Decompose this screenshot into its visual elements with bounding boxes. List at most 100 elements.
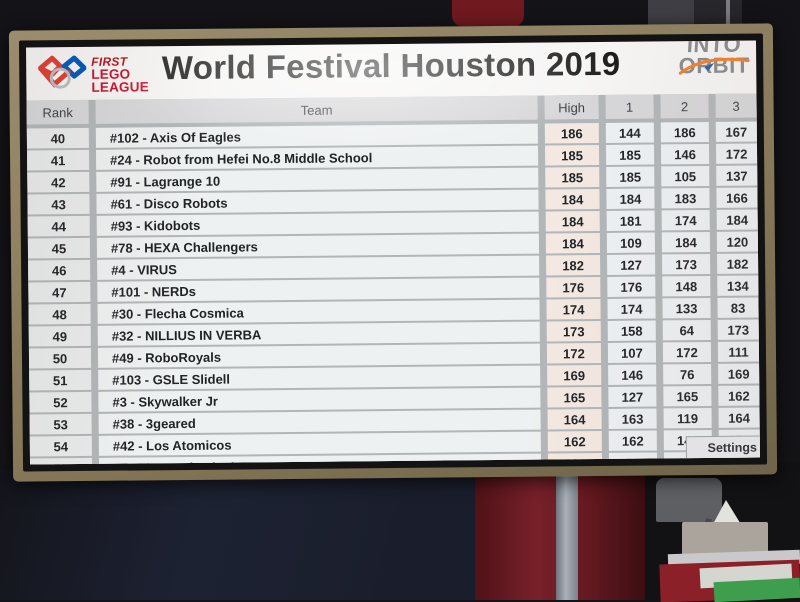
column-header-team: Team <box>95 95 538 124</box>
score-3-cell: 83 <box>717 297 759 318</box>
score-1-cell: 70 <box>608 452 658 465</box>
score-2-cell: 105 <box>661 165 710 187</box>
score-1-cell: 174 <box>607 298 656 319</box>
high-score-cell: 174 <box>546 299 601 320</box>
rank-cell: 53 <box>29 413 92 435</box>
team-cell: #32 - NILLIUS IN VERBA <box>97 321 540 346</box>
team-cell: #103 - GSLE Slidell <box>98 365 541 390</box>
rank-cell: 41 <box>27 149 90 171</box>
orbit-label: ORBIT <box>678 52 750 79</box>
score-1-cell: 146 <box>608 364 657 385</box>
team-cell: #49 - RoboRoyals <box>97 343 541 368</box>
high-score-cell: 184 <box>545 211 600 232</box>
rank-cell: 50 <box>28 347 92 369</box>
team-cell: #4 - VIRUS <box>97 255 540 280</box>
score-2-cell: 184 <box>661 231 711 253</box>
column-header-1: 1 <box>605 94 654 119</box>
score-3-cell: 166 <box>716 187 758 208</box>
rank-cell: 45 <box>27 237 91 259</box>
high-score-cell: 169 <box>547 365 602 386</box>
score-3-cell: 137 <box>716 165 758 186</box>
score-2-cell: 148 <box>662 275 711 297</box>
score-2-cell: 183 <box>661 187 710 209</box>
score-3-cell: 169 <box>718 363 760 384</box>
rank-cell: 43 <box>27 193 90 215</box>
score-1-cell: 163 <box>608 408 657 429</box>
score-2-cell: 119 <box>663 407 712 429</box>
score-1-cell: 127 <box>608 386 657 407</box>
page-title: World Festival Houston 2019 <box>161 44 621 87</box>
score-1-cell: 158 <box>607 320 656 341</box>
column-header-2: 2 <box>660 93 709 119</box>
score-3-cell: 120 <box>716 231 759 252</box>
rank-cell: 42 <box>27 171 90 193</box>
settings-button[interactable]: Settings <box>685 435 760 459</box>
team-cell: #78 - HEXA Challengers <box>96 233 540 258</box>
score-1-cell: 144 <box>605 122 654 143</box>
score-3-cell: 184 <box>716 209 758 230</box>
high-score-cell: 186 <box>544 123 599 144</box>
score-2-cell: 165 <box>663 385 712 407</box>
score-3-cell: 111 <box>717 341 760 362</box>
score-1-cell: 162 <box>608 430 657 451</box>
rank-cell: 47 <box>28 281 91 303</box>
high-score-cell: 185 <box>544 145 600 166</box>
high-score-cell: 161 <box>547 453 603 465</box>
scoreboard-header: FIRST LEGO LEAGUE World Festival Houston… <box>26 41 756 101</box>
high-score-cell: 185 <box>545 167 600 188</box>
team-cell: #93 - Kidobots <box>96 211 539 236</box>
score-3-cell: 167 <box>715 121 757 142</box>
high-score-cell: 184 <box>545 189 600 210</box>
score-2-cell: 133 <box>662 297 711 319</box>
monitor-bezel: FIRST LEGO LEAGUE World Festival Houston… <box>8 23 778 482</box>
column-header-3: 3 <box>715 93 757 118</box>
high-score-cell: 173 <box>546 321 601 342</box>
score-2-cell: 76 <box>663 363 712 385</box>
score-1-cell: 185 <box>606 166 655 187</box>
team-cell: #42 - Los Atomicos <box>98 431 541 456</box>
rank-cell: 44 <box>27 215 90 237</box>
team-cell: #24 - Robot from Hefei No.8 Middle Schoo… <box>96 145 539 170</box>
chair <box>656 478 722 522</box>
team-cell: #87 - Intergalacducks <box>98 453 542 465</box>
team-cell: #38 - 3geared <box>98 409 541 434</box>
high-score-cell: 164 <box>547 409 602 430</box>
score-1-cell: 109 <box>606 232 656 253</box>
rank-cell: 51 <box>29 369 92 391</box>
score-1-cell: 184 <box>606 188 655 209</box>
column-header-high: High <box>544 95 599 120</box>
score-3-cell: 162 <box>718 385 760 406</box>
score-2-cell: 186 <box>660 121 709 143</box>
scoreboard-screen: FIRST LEGO LEAGUE World Festival Houston… <box>26 40 760 465</box>
high-score-cell: 184 <box>545 233 601 254</box>
tissue <box>712 500 742 526</box>
rank-cell: 49 <box>28 325 91 347</box>
high-score-cell: 176 <box>546 277 601 298</box>
score-3-cell: 173 <box>717 319 759 340</box>
green-flyer <box>713 577 800 602</box>
rank-cell: 40 <box>26 127 89 149</box>
high-score-cell: 182 <box>546 255 601 276</box>
column-header-rank: Rank <box>26 99 89 125</box>
team-cell: #30 - Flecha Cosmica <box>97 299 540 324</box>
score-3-cell: 164 <box>718 407 760 428</box>
team-cell: #3 - Skywalker Jr <box>98 387 541 412</box>
dark-backdrop <box>0 470 495 600</box>
red-banner <box>452 0 524 26</box>
score-1-cell: 176 <box>607 276 656 297</box>
score-3-cell: 134 <box>717 275 759 296</box>
score-2-cell: 64 <box>662 319 711 341</box>
support-pole <box>556 466 578 600</box>
team-cell: #101 - NERDs <box>97 277 540 302</box>
score-2-cell: 172 <box>662 341 712 363</box>
high-score-cell: 162 <box>547 431 602 452</box>
scoreboard-table: Rank Team High 1 2 3 40 #102 - Axis Of E… <box>26 93 760 465</box>
score-1-cell: 181 <box>606 210 655 231</box>
score-2-cell: 146 <box>660 143 710 165</box>
team-cell: #91 - Lagrange 10 <box>96 167 539 192</box>
team-cell: #61 - Disco Robots <box>96 189 539 214</box>
score-3-cell: 172 <box>715 143 758 164</box>
score-1-cell: 107 <box>607 342 657 363</box>
into-label: INTO <box>686 40 742 58</box>
background-wall-edge <box>726 0 730 28</box>
